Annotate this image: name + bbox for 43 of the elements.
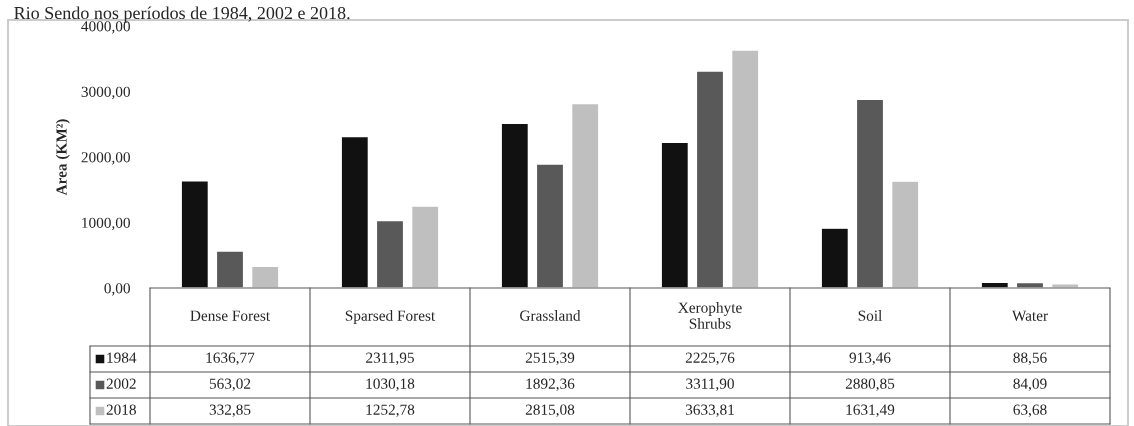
data-label: 1892,36 (526, 378, 575, 392)
bar (340, 135, 370, 288)
y-tick-label: 1000,00 (82, 217, 130, 231)
data-label: 1636,77 (206, 352, 255, 366)
bar (180, 180, 210, 288)
data-label: 332,85 (209, 404, 251, 418)
x-tick-label: Xerophyte Shrubs (678, 302, 742, 329)
data-label: 1631,49 (846, 404, 895, 418)
data-label: 84,09 (1013, 378, 1047, 392)
bar (730, 49, 760, 288)
data-label: 2225,76 (685, 352, 735, 366)
data-label: 88,56 (1013, 352, 1047, 366)
y-tick-label: 3000,00 (81, 86, 130, 100)
bar (500, 122, 530, 288)
x-tick-label: Soil (858, 310, 883, 321)
data-label: 913,46 (849, 352, 891, 366)
data-label: 2515,39 (525, 352, 575, 366)
y-tick-label: 0,00 (104, 283, 130, 296)
data-label: 3633,81 (685, 404, 734, 418)
data-label: 1252,78 (366, 404, 415, 418)
legend-label: 2018 (106, 404, 136, 415)
bar (660, 141, 690, 288)
bar (570, 102, 600, 288)
legend-label: 2002 (106, 378, 136, 389)
y-tick-label: 4000,00 (81, 21, 130, 34)
bar (890, 180, 920, 288)
x-tick-label: Dense Forest (190, 310, 271, 321)
data-label: 2815,08 (525, 404, 575, 418)
data-label: 3311,90 (686, 378, 734, 392)
y-tick-label: 2000,00 (81, 152, 130, 165)
bar (820, 227, 850, 288)
data-label: 63,68 (1013, 404, 1047, 418)
data-label: 1030,18 (366, 378, 415, 392)
x-tick-label: Sparsed Forest (345, 310, 436, 324)
data-label: 2311,95 (366, 352, 414, 366)
x-tick-label: Grassland (520, 310, 581, 321)
bar (250, 265, 280, 288)
data-label: 2880,85 (845, 378, 895, 392)
legend-label: 1984 (107, 352, 137, 363)
bar (410, 205, 440, 288)
y-axis-title: Area (KM²) (55, 119, 70, 196)
data-label: 563,02 (209, 378, 251, 392)
x-tick-label: Water (1011, 310, 1048, 321)
